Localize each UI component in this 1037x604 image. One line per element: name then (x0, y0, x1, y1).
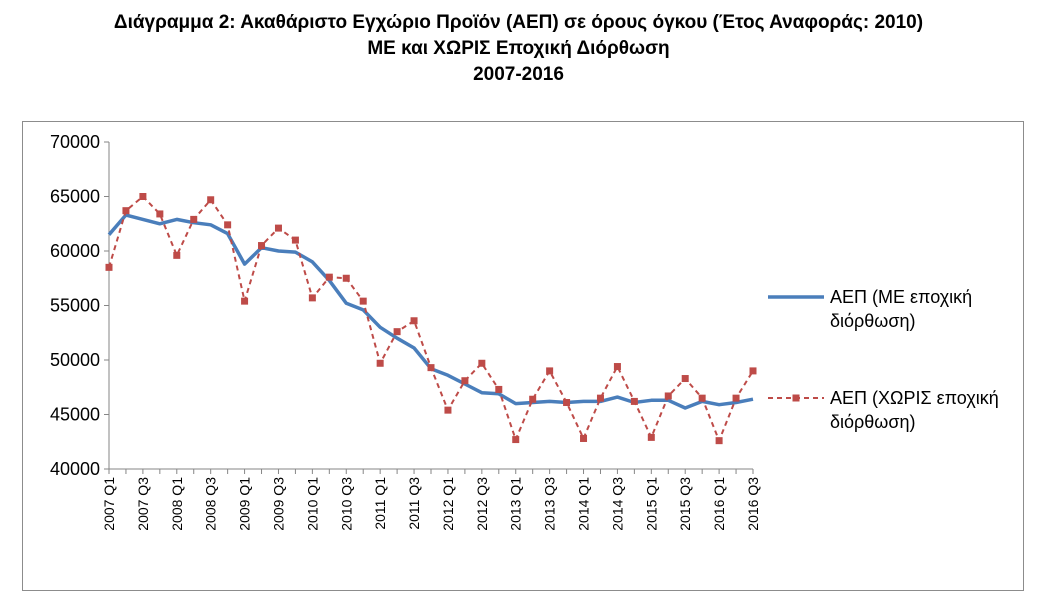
y-tick-label: 65000 (50, 187, 100, 207)
y-tick-label: 50000 (50, 350, 100, 370)
data-point-marker (630, 397, 638, 405)
x-tick-label: 2013 Q3 (542, 477, 558, 531)
data-point-marker (325, 273, 333, 281)
data-point-marker (427, 364, 435, 372)
data-point-marker (308, 294, 316, 302)
x-tick-label: 2016 Q3 (745, 477, 761, 531)
y-tick-label: 55000 (50, 296, 100, 316)
x-tick-label: 2014 Q1 (576, 477, 592, 531)
x-tick-label: 2009 Q3 (270, 477, 286, 531)
x-tick-label: 2016 Q1 (711, 477, 727, 531)
legend-swatch-marker (792, 394, 800, 402)
x-tick-label: 2008 Q1 (169, 477, 185, 531)
data-point-marker (512, 436, 520, 444)
data-point-marker (444, 406, 452, 414)
data-point-marker (664, 392, 672, 400)
x-tick-label: 2013 Q1 (508, 477, 524, 531)
x-tick-label: 2007 Q1 (101, 477, 117, 531)
chart-subtitle: ΜΕ και ΧΩΡΙΣ Εποχική Διόρθωση (367, 38, 670, 59)
y-tick-label: 60000 (50, 241, 100, 261)
data-point-marker (529, 395, 537, 403)
data-point-marker (291, 236, 299, 244)
data-point-marker (105, 263, 113, 271)
x-tick-label: 2012 Q1 (440, 477, 456, 531)
data-point-marker (207, 196, 215, 204)
x-tick-label: 2014 Q3 (609, 477, 625, 531)
data-point-marker (596, 394, 604, 402)
x-tick-label: 2015 Q1 (643, 477, 659, 531)
data-point-marker (241, 297, 249, 305)
data-point-marker (563, 399, 571, 407)
data-point-marker (580, 434, 588, 442)
x-tick-label: 2008 Q3 (203, 477, 219, 531)
data-point-marker (478, 359, 486, 367)
y-tick-label: 70000 (50, 132, 100, 152)
data-point-marker (749, 367, 757, 375)
series-line-with-adjustment (107, 213, 754, 410)
x-tick-label: 2010 Q1 (304, 477, 320, 531)
chart-frame: 40000 45000 50000 55000 60000 65000 70000 2007 … (22, 121, 1024, 591)
data-point-marker (190, 215, 198, 223)
x-tick-label: 2010 Q3 (338, 477, 354, 531)
legend-label: ΑΕΠ (ΧΩΡΙΣ εποχική (830, 388, 999, 408)
x-tick-label: 2011 Q3 (406, 477, 422, 530)
y-tick-label: 45000 (50, 405, 100, 425)
data-point-marker (410, 317, 418, 325)
series-line-without-adjustment (108, 195, 754, 442)
data-point-marker (393, 328, 401, 336)
y-tick-label: 40000 (50, 459, 100, 479)
data-point-marker (647, 433, 655, 441)
chart-title: Διάγραμμα 2: Ακαθάριστο Εγχώριο Προϊόν (… (113, 12, 924, 33)
x-tick-label: 2011 Q1 (372, 477, 388, 530)
data-point-marker (546, 367, 554, 375)
title-block: Διάγραμμα 2: Ακαθάριστο Εγχώριο Προϊόν (… (0, 10, 1037, 88)
data-point-marker (698, 394, 706, 402)
data-point-marker (495, 385, 503, 393)
data-point-marker (122, 207, 130, 215)
chart-period: 2007-2016 (473, 64, 564, 85)
data-point-marker (274, 224, 282, 232)
data-point-marker (461, 377, 469, 385)
data-point-marker (258, 242, 266, 250)
legend-label: διόρθωση) (830, 311, 915, 331)
data-point-marker (139, 193, 147, 200)
data-point-marker (173, 251, 181, 259)
data-point-marker (156, 210, 164, 218)
data-point-marker (613, 363, 621, 371)
x-tick-label: 2007 Q3 (135, 477, 151, 531)
data-point-marker (681, 375, 689, 383)
x-tick-label: 2009 Q1 (237, 477, 253, 531)
data-point-marker (732, 394, 740, 402)
data-point-marker (342, 274, 350, 282)
x-tick-label: 2012 Q3 (474, 477, 490, 531)
line-chart: 40000 45000 50000 55000 60000 65000 70000 2007 … (50, 132, 999, 531)
data-point-marker (376, 359, 384, 367)
data-point-marker (715, 437, 723, 445)
legend-label: ΑΕΠ (ΜΕ εποχική (830, 287, 972, 307)
x-tick-label: 2015 Q3 (677, 477, 693, 531)
data-point-marker (359, 297, 367, 305)
data-point-marker (224, 221, 232, 229)
legend-label: διόρθωση) (830, 412, 915, 432)
